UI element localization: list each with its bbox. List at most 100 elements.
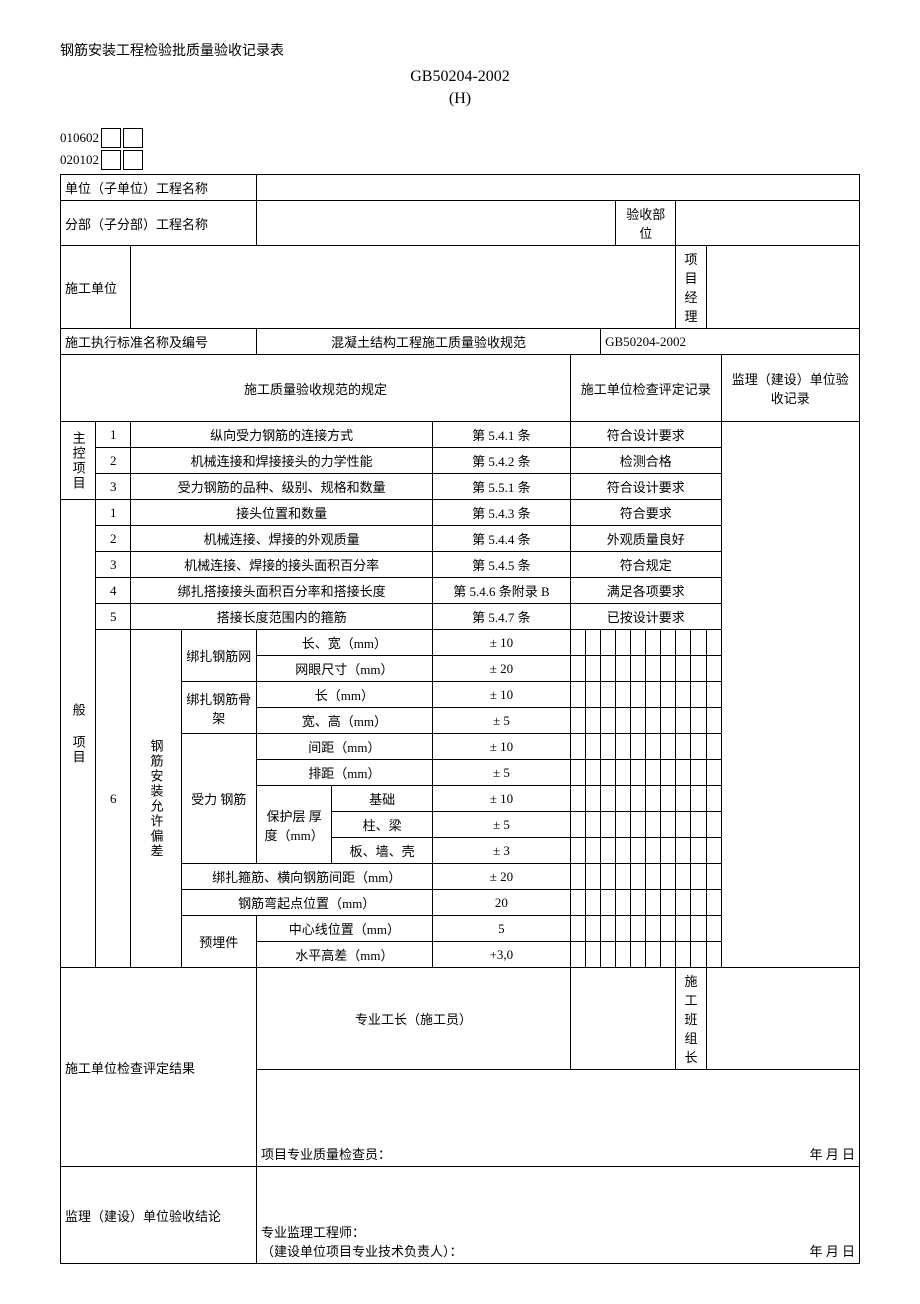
tick-cell bbox=[601, 656, 616, 682]
gen-name-1: 接头位置和数量 bbox=[131, 500, 432, 526]
tick-cell bbox=[586, 630, 601, 656]
tick-cell bbox=[691, 916, 706, 942]
gen-no-1: 1 bbox=[96, 500, 131, 526]
gen-ref-5: 第 5.4.7 条 bbox=[432, 604, 570, 630]
tick-cell bbox=[631, 890, 646, 916]
tick-cell bbox=[631, 864, 646, 890]
tick-cell bbox=[691, 864, 706, 890]
tick-cell bbox=[706, 734, 721, 760]
main-no-2: 2 bbox=[96, 448, 131, 474]
tick-cell bbox=[661, 942, 676, 968]
gen-ref-3: 第 5.4.5 条 bbox=[432, 552, 570, 578]
tick-cell bbox=[616, 682, 631, 708]
main-name-3: 受力钢筋的品种、级别、规格和数量 bbox=[131, 474, 432, 500]
tick-cell bbox=[706, 760, 721, 786]
tick-cell bbox=[676, 708, 691, 734]
tick-cell bbox=[570, 812, 585, 838]
gen-no-2: 2 bbox=[96, 526, 131, 552]
item6-sub3-protect-label: 保护层 厚度（mm） bbox=[256, 786, 331, 864]
tick-cell bbox=[706, 708, 721, 734]
item6-tie-val: ± 20 bbox=[432, 864, 570, 890]
tick-cell bbox=[616, 734, 631, 760]
gen-rec-1: 符合要求 bbox=[570, 500, 721, 526]
item6-bend-name: 钢筋弯起点位置（mm） bbox=[181, 890, 432, 916]
tick-cell bbox=[646, 786, 661, 812]
quality-inspector-row: 项目专业质量检查员： 年 月 日 bbox=[256, 1070, 859, 1167]
gen-rec-3: 符合规定 bbox=[570, 552, 721, 578]
tick-cell bbox=[631, 786, 646, 812]
tick-cell bbox=[616, 838, 631, 864]
item6-sub3-top1-name: 间距（mm） bbox=[256, 734, 432, 760]
tick-cell bbox=[646, 682, 661, 708]
standard-code: GB50204-2002 bbox=[601, 329, 860, 355]
gen-no-5: 5 bbox=[96, 604, 131, 630]
tick-cell bbox=[676, 890, 691, 916]
gen-name-2: 机械连接、焊接的外观质量 bbox=[131, 526, 432, 552]
item6-sub4-r1-val: 5 bbox=[432, 916, 570, 942]
item6-sub3-p3-val: ± 3 bbox=[432, 838, 570, 864]
accept-part-label: 验收部位 bbox=[616, 201, 676, 246]
foreman-label: 专业工长（施工员） bbox=[256, 968, 570, 1070]
project-manager-label: 项目经理 bbox=[676, 246, 706, 329]
main-ref-1: 第 5.4.1 条 bbox=[432, 422, 570, 448]
tick-cell bbox=[601, 630, 616, 656]
tick-cell bbox=[631, 708, 646, 734]
date-label-2: 年 月 日 bbox=[809, 1241, 855, 1260]
tick-cell bbox=[631, 942, 646, 968]
tick-cell bbox=[631, 734, 646, 760]
item6-sub1-r1-val: ± 10 bbox=[432, 630, 570, 656]
doc-code: GB50204-2002 bbox=[60, 68, 860, 86]
tick-cell bbox=[616, 656, 631, 682]
tick-cell bbox=[646, 864, 661, 890]
tick-cell bbox=[616, 708, 631, 734]
tick-cell bbox=[646, 838, 661, 864]
gen-name-4: 绑扎搭接接头面积百分率和搭接长度 bbox=[131, 578, 432, 604]
tick-cell bbox=[586, 760, 601, 786]
tick-cell bbox=[691, 812, 706, 838]
tick-cell bbox=[616, 916, 631, 942]
gen-no-6: 6 bbox=[96, 630, 131, 968]
tick-cell bbox=[661, 786, 676, 812]
date-label-1: 年 月 日 bbox=[809, 1144, 855, 1163]
item6-sub1-r2-name: 网眼尺寸（mm） bbox=[256, 656, 432, 682]
tick-cell bbox=[676, 786, 691, 812]
team-leader-value bbox=[706, 968, 859, 1070]
tick-cell bbox=[676, 630, 691, 656]
tick-cell bbox=[586, 656, 601, 682]
gen-rec-5: 已按设计要求 bbox=[570, 604, 721, 630]
gen-name-5: 搭接长度范围内的箍筋 bbox=[131, 604, 432, 630]
tick-cell bbox=[601, 942, 616, 968]
item6-sub2-r1-name: 长（mm） bbox=[256, 682, 432, 708]
tick-cell bbox=[586, 708, 601, 734]
item6-group-label: 钢筋安装允许偏差 bbox=[131, 630, 181, 968]
tick-cell bbox=[691, 942, 706, 968]
item6-sub3-p1-name: 基础 bbox=[332, 786, 432, 812]
owner-tech-label: （建设单位项目专业技术负责人）： bbox=[261, 1241, 463, 1260]
tick-cell bbox=[661, 916, 676, 942]
item6-sub2-r2-val: ± 5 bbox=[432, 708, 570, 734]
tick-cell bbox=[631, 760, 646, 786]
tick-cell bbox=[631, 838, 646, 864]
tick-cell bbox=[661, 864, 676, 890]
item6-sub2-r2-name: 宽、高（mm） bbox=[256, 708, 432, 734]
tick-cell bbox=[586, 942, 601, 968]
tick-cell bbox=[691, 838, 706, 864]
gen-ref-4: 第 5.4.6 条附录 B bbox=[432, 578, 570, 604]
tick-cell bbox=[646, 708, 661, 734]
tick-cell bbox=[631, 682, 646, 708]
tick-cell bbox=[676, 760, 691, 786]
tick-cell bbox=[706, 916, 721, 942]
item6-sub4-r1-name: 中心线位置（mm） bbox=[256, 916, 432, 942]
tick-cell bbox=[691, 734, 706, 760]
main-no-1: 1 bbox=[96, 422, 131, 448]
supervise-result-label: 监理（建设）单位验收结论 bbox=[61, 1167, 257, 1264]
standard-label: 施工执行标准名称及编号 bbox=[61, 329, 257, 355]
item6-sub4-label: 预埋件 bbox=[181, 916, 256, 968]
tick-cell bbox=[676, 734, 691, 760]
code-box bbox=[123, 150, 143, 170]
code-box bbox=[101, 128, 121, 148]
tick-cell bbox=[676, 864, 691, 890]
tick-cell bbox=[661, 734, 676, 760]
tick-cell bbox=[570, 838, 585, 864]
tick-cell bbox=[631, 656, 646, 682]
